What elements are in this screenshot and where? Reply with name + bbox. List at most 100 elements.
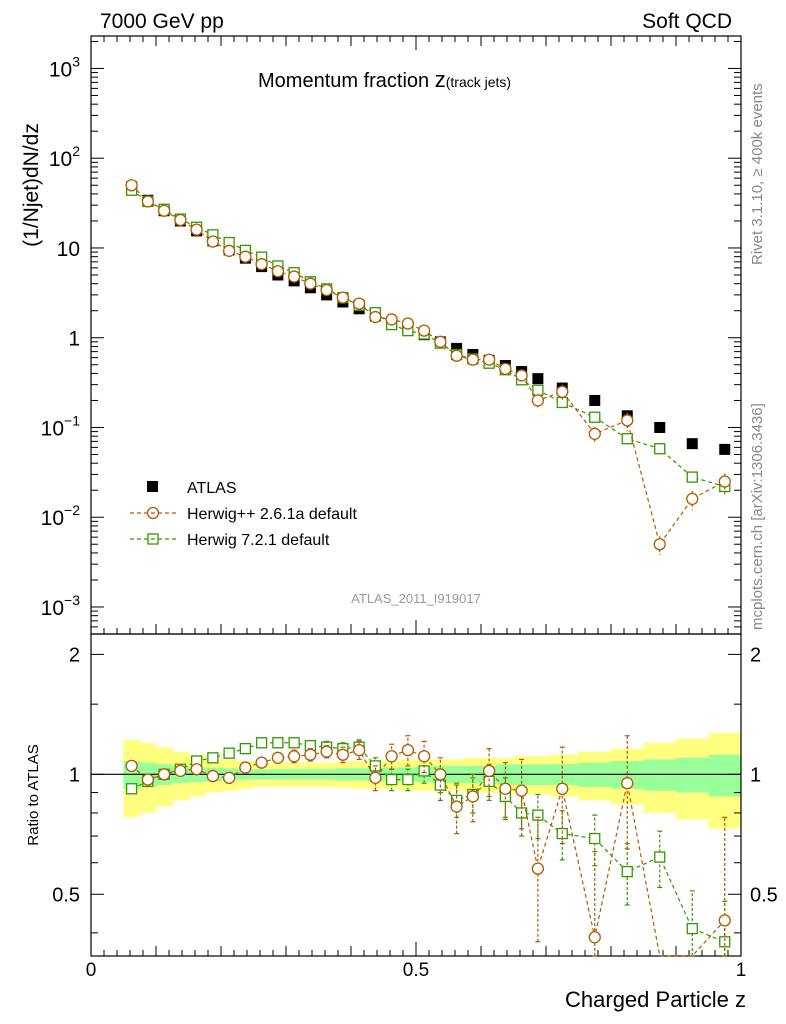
atlas-point (686, 438, 698, 450)
herwigpp-main-point (271, 265, 285, 278)
herwigpp-main-point (336, 291, 350, 304)
herwig7-main-point (686, 471, 698, 483)
herwigpp-main-point (621, 414, 634, 427)
herwigpp-ratio-point (271, 751, 285, 764)
y-tick-label-ratio-right: 1 (750, 764, 761, 786)
herwig7-ratio-point (272, 737, 284, 749)
y-tick-label-base: 10 (49, 148, 72, 171)
y-tick-label-main: 102 (49, 143, 80, 171)
herwig7-ratio-point (239, 742, 252, 755)
herwigpp-ratio-point (206, 769, 220, 783)
ratio-y-axis-label: Ratio to ATLAS (25, 744, 42, 845)
herwigpp-main-point (287, 270, 301, 283)
y-tick-label-ratio: 2 (69, 644, 80, 666)
y-tick-label-main: 10−2 (41, 502, 81, 530)
herwigpp-main-point (174, 213, 187, 227)
x-tick-label: 1 (736, 960, 747, 981)
herwigpp-main-point (653, 538, 666, 551)
herwigpp-main-point (482, 353, 496, 366)
herwigpp-ratio-point (482, 764, 496, 778)
data-series (125, 179, 731, 957)
header-left: 7000 GeV pp (100, 10, 224, 33)
herwigpp-main-point (320, 283, 333, 297)
herwigpp-main-point (499, 362, 512, 375)
herwigpp-ratio-point (499, 782, 512, 795)
herwigpp-main-point (515, 369, 528, 382)
plot-title: Momentum fraction z(track jets) (258, 67, 511, 92)
herwigpp-ratio-point (352, 743, 366, 757)
herwigpp-main-point (239, 250, 252, 263)
band-inner-bin (643, 759, 677, 791)
herwigpp-main-point (434, 335, 447, 348)
header-right: Soft QCD (642, 10, 732, 33)
y-tick-label-exponent: 2 (72, 143, 80, 159)
herwigpp-ratio-point (385, 750, 398, 763)
herwigpp-main-point (417, 324, 431, 337)
herwigpp-main-point (450, 349, 463, 362)
y-tick-label-base: 10 (41, 597, 64, 620)
analysis-watermark: ATLAS_2011_I919017 (351, 591, 481, 606)
herwig7-main-point (532, 384, 544, 396)
herwig7-ratio-point (402, 773, 414, 786)
y-tick-label-base: 10 (41, 417, 64, 440)
legend-label-atlas: ATLAS (187, 480, 237, 497)
herwigpp-main-point (556, 385, 569, 398)
legend-marker-atlas (147, 481, 158, 492)
herwigpp-ratio-point (450, 800, 463, 813)
atlas-point (654, 421, 666, 433)
herwig7-ratio-point (621, 865, 633, 878)
herwigpp-main-point (588, 427, 601, 440)
ratio-plot-frame (90, 633, 742, 957)
herwigpp-ratio-point (515, 784, 528, 797)
y-tick-label-ratio: 1 (69, 764, 80, 786)
herwigpp-ratio-point (718, 914, 731, 927)
atlas-point (589, 394, 601, 406)
y-tick-label-main: 103 (49, 53, 80, 81)
herwigpp-ratio-point (255, 756, 268, 769)
herwigpp-ratio-point (369, 771, 382, 784)
y-tick-label-base: 10 (49, 58, 72, 81)
herwigpp-ratio-point (174, 764, 187, 778)
mcplots-label: mcplots.cern.ch [arXiv:1306.3436] (749, 403, 766, 630)
x-tick-label: 0.5 (403, 960, 429, 981)
y-tick-label-base: 10 (41, 507, 64, 530)
legend-label-herwig7: Herwig 7.2.1 default (187, 532, 330, 549)
herwigpp-main-point (369, 310, 382, 324)
y-tick-label-main: 10−1 (41, 412, 81, 440)
herwigpp-main-point (466, 353, 480, 366)
herwigpp-ratio-point (304, 748, 317, 761)
atlas-point (719, 443, 731, 455)
herwig7-ratio-point (654, 851, 666, 863)
y-tick-label-base: 1 (68, 328, 80, 351)
herwigpp-ratio-point (434, 768, 447, 781)
herwigpp-ratio-point (157, 768, 171, 781)
y-tick-label-exponent: −2 (64, 502, 80, 518)
herwigpp-main-point (304, 277, 317, 290)
rivet-label: Rivet 3.1.10, ≥ 400k events (749, 83, 766, 265)
herwigpp-main-point (190, 223, 203, 236)
herwigpp-ratio-point (125, 759, 138, 773)
herwigpp-ratio-point (531, 862, 545, 875)
herwig7-main-point (654, 443, 666, 455)
herwigpp-main-point (718, 475, 731, 488)
herwig7-ratio-point (288, 737, 300, 749)
y-tick-label-ratio-right: 2 (750, 644, 761, 666)
legend-marker-herwigpp (146, 506, 160, 520)
herwigpp-main-point (401, 317, 415, 330)
y-tick-label-exponent: −3 (64, 592, 80, 608)
herwig7-ratio-point (385, 773, 398, 786)
herwig7-ratio-point (255, 737, 268, 749)
legend: ATLAS Herwig++ 2.6.1a default Herwig 7.2… (130, 480, 357, 549)
y-tick-label-base: 10 (57, 238, 80, 261)
x-axis-label: Charged Particle z (565, 987, 746, 1012)
herwigpp-ratio-point (239, 761, 252, 774)
herwig7-ratio-point (719, 936, 731, 948)
herwigpp-main-point (141, 195, 155, 208)
band-inner-bin (708, 754, 742, 797)
herwigpp-main-point (352, 297, 366, 310)
x-tick-label: 0 (86, 960, 97, 981)
herwigpp-main-point (531, 394, 545, 407)
y-tick-label-ratio: 0.5 (52, 884, 80, 906)
